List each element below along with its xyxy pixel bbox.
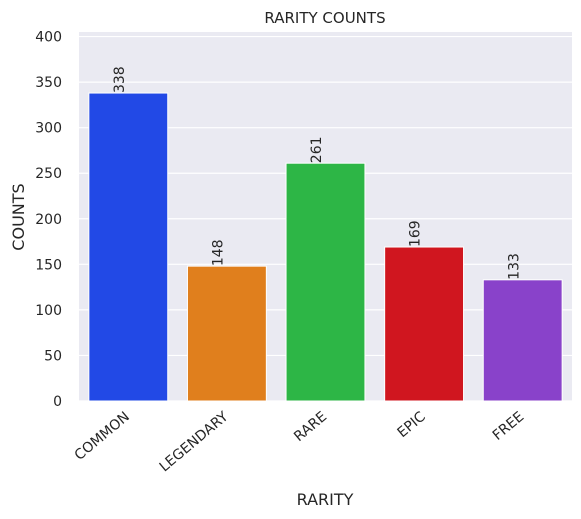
bar-legendary	[186, 265, 267, 402]
x-tick-label: EPIC	[394, 409, 428, 441]
data-label: 133	[506, 253, 522, 280]
data-labels: 338 148 261 169 133	[112, 66, 522, 280]
chart-title: RARITY COUNTS	[264, 9, 385, 27]
bar-common	[88, 92, 169, 402]
x-tick-label: RARE	[291, 409, 330, 445]
y-tick-label: 200	[35, 212, 62, 228]
bar-free	[482, 279, 563, 402]
bar-epic	[384, 246, 465, 402]
x-tick-label: LEGENDARY	[157, 409, 232, 476]
y-tick-label: 300	[35, 121, 62, 137]
data-label: 338	[112, 66, 128, 93]
y-tick-label: 400	[35, 30, 62, 46]
x-tick-labels: COMMON LEGENDARY RARE EPIC FREE	[72, 409, 528, 476]
data-label: 148	[210, 239, 226, 266]
y-tick-label: 0	[53, 394, 62, 410]
x-tick-label: FREE	[490, 409, 527, 444]
y-tick-labels: 0 50 100 150 200 250 300 350 400	[35, 30, 62, 410]
y-tick-label: 350	[35, 75, 62, 91]
y-tick-label: 250	[35, 166, 62, 182]
data-label: 261	[309, 136, 325, 163]
bar-rare	[285, 162, 366, 402]
y-axis-label: COUNTS	[9, 183, 28, 250]
x-tick-label: COMMON	[72, 409, 133, 464]
x-axis-label: RARITY	[297, 490, 354, 509]
data-label: 169	[408, 220, 424, 247]
y-tick-label: 150	[35, 257, 62, 273]
bars	[88, 92, 563, 402]
y-tick-label: 100	[35, 303, 62, 319]
y-tick-label: 50	[44, 348, 62, 364]
